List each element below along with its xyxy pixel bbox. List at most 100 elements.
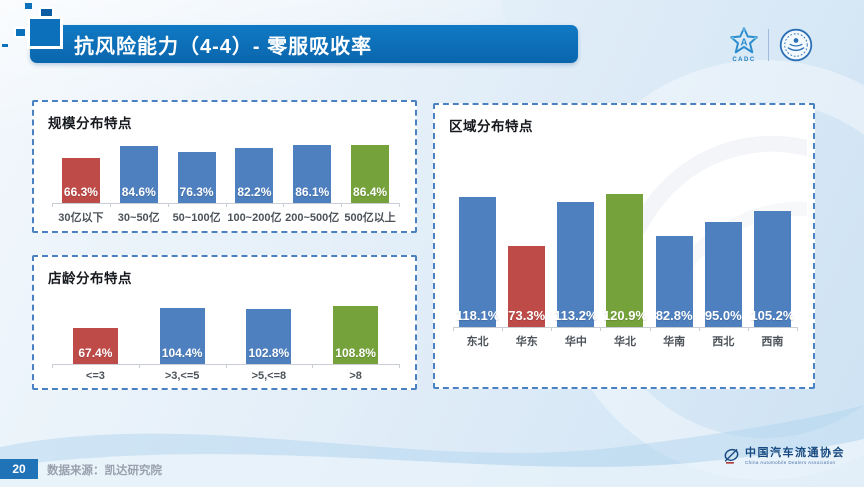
bar-30亿以下: 66.3% (61, 158, 100, 203)
bar-slot: 104.4% (139, 308, 226, 364)
axis-tick (283, 203, 285, 207)
bar-value-label: 108.8% (335, 346, 376, 360)
cadc-logo: A CADC (729, 26, 759, 63)
axis-tick (747, 327, 749, 331)
x-axis-label: 东北 (466, 336, 489, 348)
bar-slot: 95.0% (699, 222, 748, 327)
bar-value-label: 102.8% (248, 346, 290, 360)
axis-tick (225, 364, 227, 368)
bar-slot: 120.9% (600, 194, 649, 327)
x-axis-label: 100~200亿 (227, 212, 282, 224)
cadc-logo-caption: CADC (732, 57, 756, 63)
title-deco-square-dot (25, 3, 32, 9)
bar-slot: 118.1% (453, 197, 502, 327)
bar-slot: 67.4% (52, 328, 139, 364)
axis-tick (551, 327, 553, 331)
axis-tick (649, 327, 651, 331)
bar-value-label: 82.2% (237, 185, 272, 199)
chart-title-region: 区域分布特点 (449, 119, 533, 134)
axis-tick (502, 327, 504, 331)
x-axis-label: 50~100亿 (172, 212, 221, 224)
bar-slot: 66.3% (52, 158, 110, 203)
axis-tick (312, 364, 314, 368)
x-axis-label: 30亿以下 (58, 212, 104, 224)
x-axis-label: >5,<=8 (251, 370, 287, 382)
x-axis-label: 华中 (564, 336, 587, 348)
bar-value-label: 73.3% (508, 308, 546, 323)
slide-title-banner: 抗风险能力（4-4）- 零服吸收率 (30, 25, 578, 63)
bar-slot: 82.2% (225, 148, 283, 203)
x-axis-label: 200~500亿 (285, 212, 340, 224)
axis-tick (52, 364, 53, 368)
bar->5,<=8: 102.8% (246, 309, 292, 364)
x-axis-labels: <=3 >3,<=5 >5,<=8 >8 (52, 370, 399, 382)
x-axis-label: >3,<=5 (164, 370, 200, 382)
bar-value-label: 104.4% (161, 346, 203, 360)
chart-title-scale: 规模分布特点 (48, 116, 132, 131)
bar-华中: 113.2% (554, 202, 598, 327)
bar-slot: 84.6% (110, 146, 168, 203)
chart-scale-distribution: 66.3% 84.6% 76.3% 82.2% 86.1% 86.4% 30亿以下 30~5… (48, 132, 403, 225)
bar-value-label: 86.1% (295, 185, 330, 199)
cadc-star-icon: A (730, 27, 758, 54)
association-seal-icon (779, 28, 813, 61)
association-name-cn: 中国汽车流通协会 (745, 447, 845, 459)
bar-slot: 86.4% (341, 145, 399, 203)
axis-tick (138, 364, 140, 368)
bar-value-label: 86.4% (353, 185, 388, 199)
slide-title: 抗风险能力（4-4）- 零服吸收率 (74, 35, 373, 58)
bar-slot: 86.1% (283, 145, 341, 203)
axis-tick (453, 327, 454, 331)
plot-area: 118.1% 73.3% 113.2% 120.9% 82.8% 95.0% 105.2% (453, 194, 798, 331)
title-deco-square-mid (14, 27, 27, 38)
bar-50~100亿: 76.3% (177, 152, 216, 203)
x-axis-labels: 30亿以下 30~50亿 50~100亿 100~200亿 200~500亿 500亿以上 (52, 209, 399, 225)
bar-华北: 120.9% (603, 194, 647, 327)
header-logos: A CADC (729, 26, 814, 63)
chart-title-age: 店龄分布特点 (48, 271, 132, 286)
panel-region-distribution: 区域分布特点 118.1% 73.3% 113.2% 120.9% 82.8% 95.0%… (433, 103, 815, 389)
bar-slot: 108.8% (312, 306, 399, 364)
bar-华东: 73.3% (508, 246, 546, 327)
x-axis-label: >8 (349, 370, 362, 382)
title-deco-square-top (39, 7, 54, 18)
axis-tick (52, 203, 53, 207)
panel-store-age-distribution: 店龄分布特点 67.4% 104.4% 102.8% 108.8% <=3 >3,<=5… (32, 255, 417, 390)
bar-value-label: 76.3% (179, 185, 214, 199)
title-deco-square-dot (2, 44, 8, 47)
bar-100~200亿: 82.2% (235, 148, 274, 203)
bar->8: 108.8% (333, 306, 379, 364)
data-source-text: 数据来源：凯达研究院 (47, 465, 162, 477)
plot-area: 66.3% 84.6% 76.3% 82.2% 86.1% 86.4% (52, 145, 400, 207)
x-axis-label: 华北 (613, 336, 636, 348)
x-axis-label: <=3 (85, 370, 105, 382)
axis-tick (698, 327, 700, 331)
x-axis-labels: 东北 华东 华中 华北 华南 西北 西南 (453, 333, 797, 349)
x-axis-label: 30~50亿 (117, 212, 160, 224)
chart-store-age-distribution: 67.4% 104.4% 102.8% 108.8% <=3 >3,<=5 >5,<=8 >… (48, 287, 403, 382)
chart-region-distribution: 118.1% 73.3% 113.2% 120.9% 82.8% 95.0% 105.2% … (449, 135, 801, 349)
bar-slot: 82.8% (650, 236, 699, 327)
bar-value-label: 66.3% (63, 185, 98, 199)
axis-tick (797, 327, 798, 331)
bar-slot: 102.8% (226, 309, 313, 364)
x-axis-label: 西北 (712, 336, 735, 348)
axis-tick (600, 327, 602, 331)
bar-slot: 76.3% (168, 152, 226, 203)
background-swoosh (0, 405, 864, 487)
axis-tick (399, 364, 400, 368)
axis-tick (225, 203, 227, 207)
x-axis-label: 西南 (761, 336, 784, 348)
association-name-en: China Automobile Dealers Association (745, 459, 836, 465)
bar->3,<=5: 104.4% (159, 308, 205, 364)
axis-tick (341, 203, 343, 207)
bar-value-label: 118.1% (455, 308, 500, 323)
panel-scale-distribution: 规模分布特点 66.3% 84.6% 76.3% 82.2% 86.1% 86.4% 30… (32, 100, 417, 233)
axis-tick (167, 203, 169, 207)
page-number: 20 (0, 459, 38, 479)
footer-association-logo: 中国汽车流通协会 China Automobile Dealers Associ… (722, 447, 845, 466)
bar-slot: 105.2% (748, 211, 797, 327)
x-axis-label: 500亿以上 (344, 212, 396, 224)
bar-500亿以上: 86.4% (351, 145, 390, 203)
